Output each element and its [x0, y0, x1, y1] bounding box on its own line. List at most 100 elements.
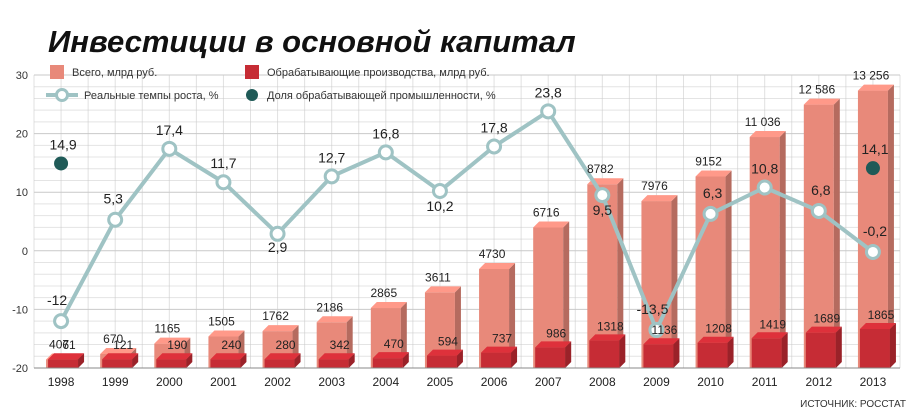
total-value-label: 1505 — [208, 315, 235, 329]
bar-manufacturing — [805, 326, 842, 368]
x-tick-label: 2013 — [860, 375, 887, 389]
y-tick-label: 30 — [16, 70, 28, 82]
bar-manufacturing-top — [751, 332, 788, 339]
total-value-label: 670 — [103, 332, 123, 346]
total-value-label: 8782 — [587, 162, 614, 176]
bar-manufacturing-top — [318, 353, 355, 360]
y-tick-label: 20 — [16, 129, 28, 141]
x-tick-label: 2011 — [752, 375, 778, 389]
bar-manufacturing-side — [889, 322, 896, 368]
legend-label-total: Всего, млрд руб. — [72, 67, 157, 79]
bar-total-top — [316, 316, 353, 323]
bar-manufacturing-side — [727, 336, 734, 368]
bar-total-top — [262, 325, 299, 332]
growth-point — [431, 183, 448, 200]
bar-manufacturing-side — [348, 353, 355, 368]
bar-manufacturing-top — [210, 353, 247, 360]
bar-manufacturing — [102, 353, 139, 368]
bar-total — [803, 98, 840, 368]
growth-point — [756, 179, 773, 196]
x-tick-label: 2008 — [589, 375, 616, 389]
growth-value-label: -12 — [47, 292, 67, 308]
mfg-value-label: 240 — [221, 338, 241, 352]
x-tick-label: 2010 — [697, 375, 724, 389]
bar-manufacturing-front — [318, 359, 349, 368]
bar-manufacturing-front — [156, 359, 187, 368]
bar-manufacturing-top — [859, 322, 896, 329]
bar-manufacturing-front — [481, 352, 512, 368]
growth-point — [810, 202, 827, 219]
legend-swatch-mfg — [245, 65, 259, 79]
bar-manufacturing-side — [186, 353, 193, 368]
growth-value-label: 17,4 — [156, 122, 183, 138]
bar-manufacturing-top — [589, 334, 626, 341]
growth-point — [864, 243, 881, 260]
bar-manufacturing-side — [781, 332, 788, 368]
growth-value-label: 5,3 — [103, 191, 123, 207]
source-label: ИСТОЧНИК: РОССТАТ — [800, 399, 906, 410]
mfg-value-label: 470 — [384, 337, 404, 351]
mfg-value-label: 986 — [546, 326, 566, 340]
x-tick-label: 2002 — [264, 375, 291, 389]
bar-total-top — [641, 195, 678, 202]
y-tick-label: 0 — [22, 246, 28, 258]
mfg-value-label: 1318 — [597, 319, 624, 333]
bar-total-side — [833, 98, 840, 368]
bar-total-front — [749, 137, 780, 368]
bar-manufacturing-side — [294, 353, 301, 368]
total-value-label: 7976 — [641, 179, 668, 193]
bars — [34, 84, 900, 369]
total-value-label: 1762 — [262, 309, 289, 323]
bar-manufacturing — [264, 353, 301, 368]
bar-manufacturing — [751, 332, 788, 368]
bar-manufacturing-front — [643, 344, 674, 368]
bar-manufacturing — [535, 341, 572, 368]
growth-line-path — [59, 109, 875, 332]
bar-manufacturing-side — [565, 341, 572, 368]
bar-manufacturing-front — [805, 332, 836, 368]
bar-total-side — [563, 221, 570, 368]
bar-manufacturing-front — [859, 328, 890, 368]
bar-total-top — [424, 286, 461, 293]
mfg-value-label: 1208 — [705, 322, 732, 336]
bar-manufacturing-front — [697, 342, 728, 368]
bar-total-top — [803, 98, 840, 105]
total-value-label: 11 036 — [745, 115, 781, 129]
legend-label-growth: Реальные темпы роста, % — [84, 90, 219, 102]
growth-value-label: 10,8 — [751, 161, 778, 177]
bar-manufacturing-top — [426, 349, 463, 356]
mfg-value-label: 121 — [113, 338, 133, 352]
bar-total-side — [617, 178, 624, 368]
bar-manufacturing-top — [264, 353, 301, 360]
growth-point — [269, 225, 286, 242]
growth-point — [161, 140, 178, 157]
bar-total-top — [749, 131, 786, 138]
x-tick-label: 2000 — [156, 375, 183, 389]
bar-manufacturing — [426, 349, 463, 368]
bar-total-front — [803, 104, 834, 368]
total-value-label: 4730 — [479, 247, 506, 261]
growth-point — [107, 211, 124, 228]
growth-value-label: 9,5 — [593, 202, 613, 218]
bar-total — [749, 131, 786, 368]
bar-manufacturing-front — [589, 340, 620, 368]
growth-value-label: 12,7 — [318, 149, 345, 165]
growth-line — [53, 103, 881, 338]
bar-manufacturing-side — [673, 338, 680, 368]
x-tick-label: 2005 — [427, 375, 454, 389]
bar-manufacturing-side — [456, 349, 463, 368]
y-axis: 30 20 10 0 -10 -20 — [12, 70, 28, 375]
bar-manufacturing-side — [511, 346, 518, 368]
bar-total-side — [671, 195, 678, 368]
bar-manufacturing-top — [697, 336, 734, 343]
mfg-value-label: 1136 — [652, 323, 678, 337]
bar-total-top — [370, 302, 407, 309]
total-value-label: 1165 — [154, 322, 180, 336]
bar-total-top — [695, 170, 732, 177]
x-tick-label: 2004 — [372, 375, 399, 389]
x-tick-label: 2006 — [481, 375, 508, 389]
bar-manufacturing — [589, 334, 626, 368]
growth-value-label: 17,8 — [480, 119, 507, 135]
growth-point — [53, 313, 70, 330]
